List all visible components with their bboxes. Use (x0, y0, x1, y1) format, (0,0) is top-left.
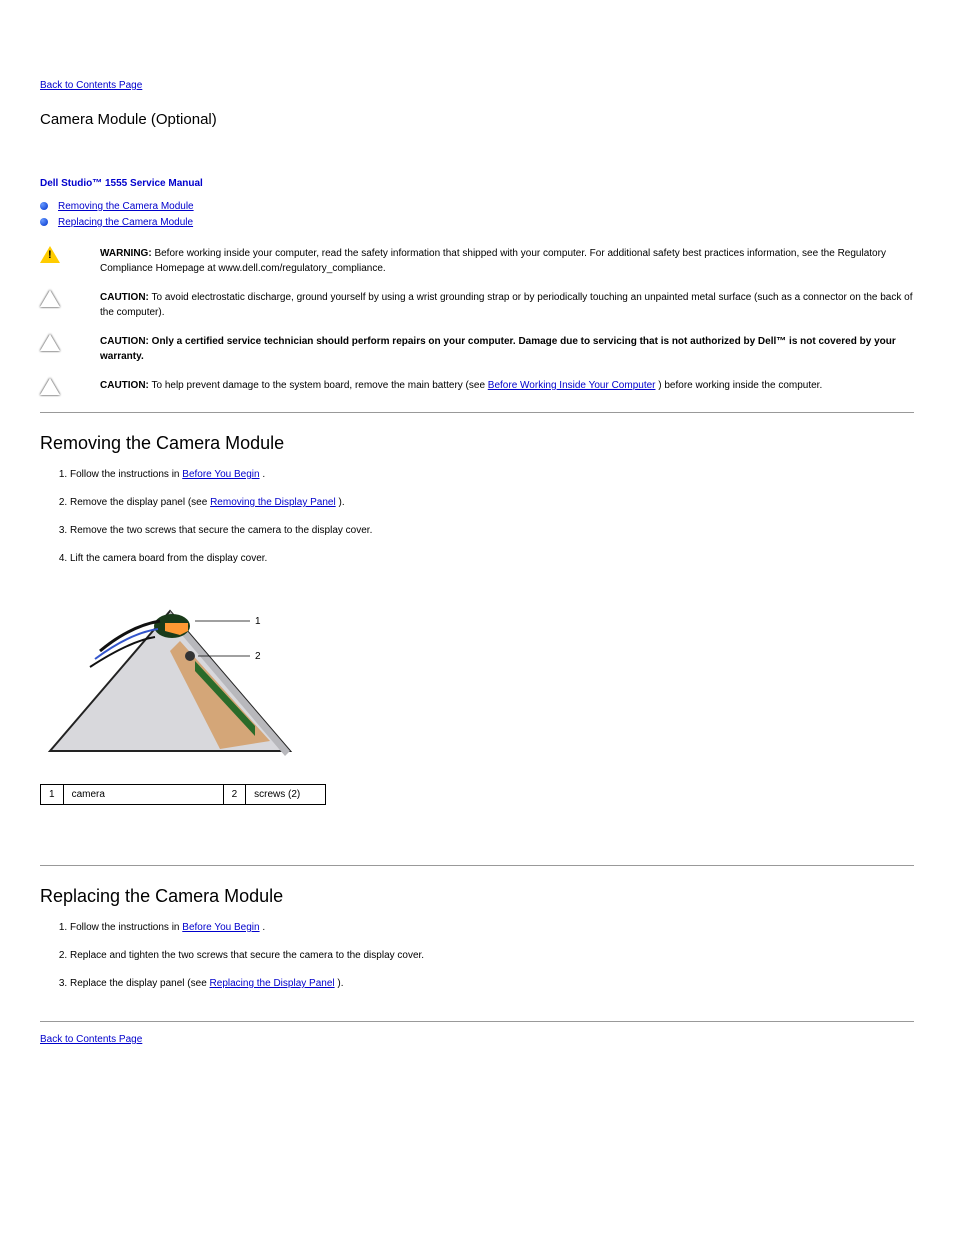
divider (40, 865, 914, 866)
step-link-remove-panel[interactable]: Removing the Display Panel (210, 497, 336, 508)
step-text: ). (338, 497, 344, 508)
warning-text: Before working inside your computer, rea… (100, 248, 886, 274)
callout-1-text: 1 (255, 616, 261, 627)
remove-step-1: Follow the instructions in Before You Be… (70, 468, 914, 482)
step-text: . (262, 469, 265, 480)
manual-title: Dell Studio™ 1555 Service Manual (40, 178, 914, 189)
back-link-bottom[interactable]: Back to Contents Page (40, 1034, 142, 1045)
caution-label-3: CAUTION: (100, 380, 149, 391)
caution-label-1: CAUTION: (100, 292, 149, 303)
caution-icon (40, 334, 60, 351)
table-cell-num: 1 (41, 785, 64, 805)
page-title: Camera Module (Optional) (40, 111, 914, 128)
remove-step-4: Lift the camera board from the display c… (70, 552, 914, 566)
table-cell-label: camera (63, 785, 223, 805)
divider (40, 412, 914, 413)
caution-notice-1: CAUTION: To avoid electrostatic discharg… (40, 290, 914, 320)
step-link-before-begin-2[interactable]: Before You Begin (182, 922, 259, 933)
caution-text-1: To avoid electrostatic discharge, ground… (100, 292, 913, 318)
toc-link-replace[interactable]: Replacing the Camera Module (58, 217, 193, 228)
table-cell-num: 2 (223, 785, 246, 805)
replace-steps: Follow the instructions in Before You Be… (40, 921, 914, 991)
parts-table: 1 camera 2 screws (2) (40, 784, 326, 805)
diagram-image: 1 2 (40, 581, 914, 774)
step-text: Replace the display panel (see (70, 978, 210, 989)
divider (40, 1021, 914, 1022)
step-text: Follow the instructions in (70, 469, 182, 480)
caution-icon (40, 290, 60, 307)
replace-step-3: Replace the display panel (see Replacing… (70, 977, 914, 991)
caution-text-3a: To help prevent damage to the system boa… (152, 380, 488, 391)
caution-icon (40, 378, 60, 395)
warning-label: WARNING: (100, 248, 152, 259)
caution-notice-3: CAUTION: To help prevent damage to the s… (40, 378, 914, 398)
step-text: Remove the display panel (see (70, 497, 210, 508)
caution-label-2: CAUTION: (100, 336, 149, 347)
remove-steps: Follow the instructions in Before You Be… (40, 468, 914, 566)
warning-icon (40, 246, 60, 263)
table-cell-label: screws (2) (246, 785, 326, 805)
warning-notice: WARNING: Before working inside your comp… (40, 246, 914, 276)
remove-step-2: Remove the display panel (see Removing t… (70, 496, 914, 510)
caution-text-3b: ) before working inside the computer. (658, 380, 822, 391)
callout-2-text: 2 (255, 651, 261, 662)
caution-notice-2: CAUTION: Only a certified service techni… (40, 334, 914, 364)
replace-step-2: Replace and tighten the two screws that … (70, 949, 914, 963)
remove-step-3: Remove the two screws that secure the ca… (70, 524, 914, 538)
section-replace-title: Replacing the Camera Module (40, 886, 914, 907)
step-link-before-begin[interactable]: Before You Begin (182, 469, 259, 480)
caution-text-2: Only a certified service technician shou… (100, 336, 896, 362)
step-link-replace-panel[interactable]: Replacing the Display Panel (210, 978, 335, 989)
step-text: . (262, 922, 265, 933)
caution-link-3[interactable]: Before Working Inside Your Computer (488, 380, 656, 391)
section-remove-title: Removing the Camera Module (40, 433, 914, 454)
back-link-top[interactable]: Back to Contents Page (40, 80, 142, 91)
toc-list: Removing the Camera Module Replacing the… (40, 199, 914, 231)
step-text: Follow the instructions in (70, 922, 182, 933)
step-text: ). (337, 978, 343, 989)
toc-link-remove[interactable]: Removing the Camera Module (58, 201, 194, 212)
replace-step-1: Follow the instructions in Before You Be… (70, 921, 914, 935)
